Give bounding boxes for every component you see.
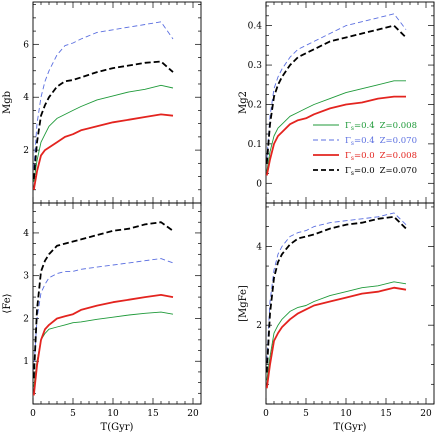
- series-line-g00_z070: [32, 60, 174, 180]
- y-axis-label: Mgb: [2, 91, 13, 114]
- plot-frame: [32, 202, 202, 405]
- panel-bottom-right: 0 5 10 15 20 2 4 [MgFe] T(Gyr): [238, 202, 435, 433]
- y-axis-label: ⟨Fe⟩: [2, 293, 13, 313]
- plot-frame: [32, 1, 202, 204]
- series-line-g00_z008: [32, 293, 174, 396]
- legend-label-g04_z070: Γs=0.4 Z=0.070: [345, 136, 417, 147]
- x-tick-label: 15: [147, 409, 159, 419]
- legend-label-g04_z008: Γs=0.4 Z=0.008: [345, 121, 417, 132]
- plot-frame: [265, 202, 435, 405]
- y-tick-label: 2: [23, 314, 29, 324]
- series-line-g04_z008: [266, 281, 407, 381]
- x-tick-label: 10: [340, 409, 352, 419]
- y-tick-label: 1: [23, 357, 29, 367]
- panel-top-left: 2 4 6 Mgb: [2, 1, 202, 204]
- x-tick-label: 20: [187, 409, 199, 419]
- x-tick-label: 15: [380, 409, 392, 419]
- x-tick-label: 5: [303, 409, 309, 419]
- y-tick-label: 4: [23, 229, 29, 239]
- y-tick-label: 3: [23, 272, 29, 282]
- x-axis-label: T(Gyr): [334, 422, 367, 433]
- series-line-g04_z008: [33, 311, 174, 387]
- y-tick-label: 2: [23, 146, 29, 156]
- series-line-g00_z008: [32, 113, 174, 190]
- series-line-g04_z008: [33, 84, 174, 182]
- series-line-g00_z070: [32, 221, 174, 379]
- series-line-g00_z070: [265, 24, 407, 164]
- series-line-g04_z070: [266, 13, 407, 160]
- panel-bottom-left: 0 5 10 15 20 1 2 3 4 ⟨Fe⟩ T(Gyr): [2, 202, 202, 433]
- x-tick-label: 5: [70, 409, 76, 419]
- y-tick-label: 6: [23, 40, 29, 50]
- x-tick-label: 10: [107, 409, 119, 419]
- series-line-g00_z070: [265, 215, 407, 373]
- panel-top-right: 0 0.1 0.2 0.3 0.4 Mg2: [238, 1, 435, 204]
- series-line-g00_z008: [265, 95, 406, 176]
- y-tick-label: 0.2: [248, 100, 262, 110]
- series-line-g04_z070: [266, 212, 407, 361]
- x-tick-label: 0: [263, 409, 269, 419]
- y-tick-label: 0.4: [248, 22, 263, 32]
- x-tick-label: 20: [420, 409, 432, 419]
- series-line-g04_z070: [33, 258, 174, 370]
- series-line-g04_z008: [266, 80, 406, 172]
- x-axis-label: T(Gyr): [101, 422, 134, 433]
- y-tick-label: 0.3: [248, 61, 263, 71]
- series-line-g04_z070: [33, 21, 174, 169]
- series-line-g00_z008: [265, 286, 407, 389]
- y-tick-label: 4: [23, 93, 29, 103]
- x-tick-label: 0: [30, 409, 36, 419]
- y-axis-label: [MgFe]: [238, 285, 249, 322]
- y-axis-label: Mg2: [238, 91, 249, 114]
- legend-label-g00_z070: Γs=0.0 Z=0.070: [345, 166, 417, 177]
- legend-label-g00_z008: Γs=0.0 Z=0.008: [345, 151, 417, 162]
- y-tick-label: 4: [256, 242, 262, 252]
- legend: Γs=0.4 Z=0.008 Γs=0.4 Z=0.070 Γs=0.0 Z=0.008 Γ…: [313, 121, 417, 177]
- y-tick-label: 0: [256, 179, 262, 189]
- y-tick-label: 0.1: [248, 140, 262, 150]
- y-tick-label: 2: [256, 321, 262, 331]
